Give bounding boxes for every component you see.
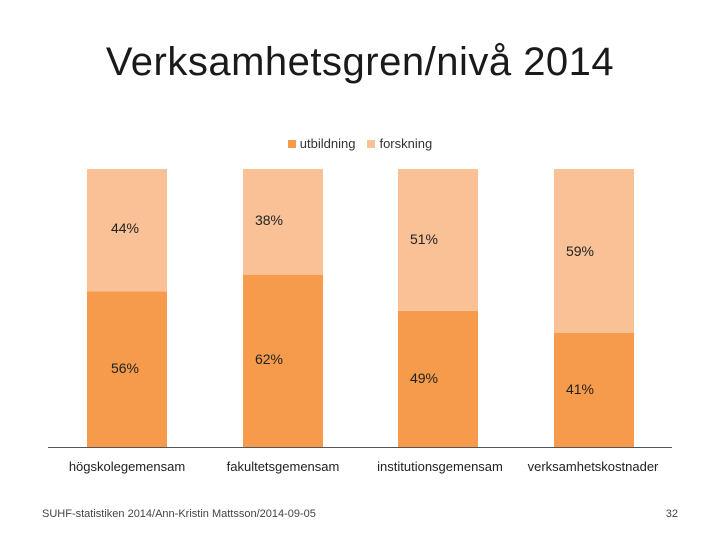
category-label-fakultetsgemensam: fakultetsgemensam bbox=[227, 459, 340, 474]
legend-item-utbildning: utbildning bbox=[287, 136, 356, 151]
bar-utbildning-fakultetsgemensam bbox=[243, 274, 323, 447]
legend-item-forskning: forskning bbox=[367, 136, 432, 151]
category-label-institutionsgemensam: institutionsgemensam bbox=[377, 459, 503, 474]
legend-swatch-forskning bbox=[367, 139, 376, 148]
bar-forskning-högskolegemensam bbox=[87, 169, 167, 292]
chart-legend: utbildning forskning bbox=[0, 136, 720, 151]
slide-title: Verksamhetsgren/nivå 2014 bbox=[105, 40, 615, 84]
page-number: 32 bbox=[665, 508, 678, 520]
value-label-utbildning-högskolegemensam: 56% bbox=[111, 360, 139, 376]
bar-utbildning-verksamhetskostnader bbox=[554, 333, 634, 447]
value-label-forskning-institutionsgemensam: 51% bbox=[410, 231, 438, 247]
bar-utbildning-institutionsgemensam bbox=[398, 310, 478, 447]
legend-swatch-utbildning bbox=[287, 139, 296, 148]
value-label-utbildning-institutionsgemensam: 49% bbox=[410, 370, 438, 386]
value-label-utbildning-verksamhetskostnader: 41% bbox=[566, 381, 594, 397]
legend-label-utbildning: utbildning bbox=[299, 136, 356, 151]
category-label-högskolegemensam: högskolegemensam bbox=[69, 459, 185, 474]
bar-forskning-fakultetsgemensam bbox=[243, 169, 323, 275]
legend-label-forskning: forskning bbox=[379, 136, 433, 151]
footer-source: SUHF-statistiken 2014/Ann-Kristin Mattss… bbox=[42, 508, 316, 520]
bar-forskning-institutionsgemensam bbox=[398, 169, 478, 311]
category-label-verksamhetskostnader: verksamhetskostnader bbox=[528, 459, 659, 474]
bar-forskning-verksamhetskostnader bbox=[554, 169, 634, 334]
value-label-forskning-högskolegemensam: 44% bbox=[111, 220, 139, 236]
bar-utbildning-högskolegemensam bbox=[87, 291, 167, 447]
value-label-forskning-verksamhetskostnader: 59% bbox=[566, 243, 594, 259]
value-label-utbildning-fakultetsgemensam: 62% bbox=[255, 351, 283, 367]
value-label-forskning-fakultetsgemensam: 38% bbox=[255, 212, 283, 228]
